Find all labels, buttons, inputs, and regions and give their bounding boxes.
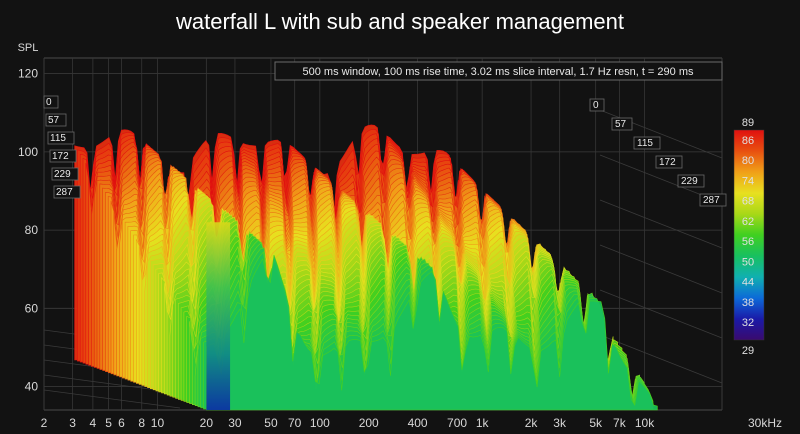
x-tick-label: 50 — [264, 416, 278, 430]
y-tick-label: 120 — [18, 67, 38, 81]
time-labels-right: 0 57 115 172 229 287 — [589, 98, 727, 207]
colorbar-label: 86 — [742, 135, 754, 147]
x-tick-label: 2 — [41, 416, 48, 430]
colorbar-label: 38 — [742, 297, 754, 309]
info-box-background — [274, 61, 723, 81]
time-label-box — [47, 131, 75, 145]
x-tick-label: 700 — [447, 416, 467, 430]
time-label-right: 287 — [703, 195, 720, 206]
y-tick-label: 40 — [25, 380, 39, 394]
time-label-box — [589, 98, 605, 112]
x-tick-label: 30kHz — [748, 416, 782, 430]
grid-depth-line — [599, 244, 723, 294]
x-tick-label: 30 — [228, 416, 242, 430]
x-tick-label: 1k — [476, 416, 490, 430]
y-axis-ticks: 40 60 80 100 120 — [18, 67, 38, 394]
time-label-right: 115 — [637, 138, 653, 149]
time-label-left: 115 — [50, 133, 66, 144]
colorbar-label: 74 — [742, 175, 754, 187]
x-tick-label: 8 — [138, 416, 145, 430]
time-label-right: 172 — [659, 157, 676, 168]
colorbar-label: 32 — [742, 317, 754, 329]
info-text: 500 ms window, 100 ms rise time, 3.02 ms… — [303, 66, 694, 78]
x-tick-label: 5 — [105, 416, 112, 430]
waterfall-slice — [206, 255, 658, 411]
colorbar-label: 29 — [742, 345, 754, 357]
time-label-box — [43, 95, 59, 109]
time-label-box — [633, 136, 661, 150]
chart-title: waterfall L with sub and speaker managem… — [175, 9, 624, 34]
x-tick-label: 20 — [200, 416, 214, 430]
time-label-box — [53, 185, 81, 199]
x-tick-label: 10 — [151, 416, 165, 430]
sub-bass-column — [206, 222, 231, 410]
colorbar-label: 89 — [742, 117, 754, 129]
time-label-box — [45, 113, 67, 127]
time-label-left: 172 — [52, 151, 69, 162]
x-tick-label: 200 — [359, 416, 379, 430]
grid-floor-line — [43, 389, 181, 409]
x-tick-label: 400 — [408, 416, 428, 430]
info-box: 500 ms window, 100 ms rise time, 3.02 ms… — [274, 61, 723, 81]
x-tick-label: 10k — [635, 416, 655, 430]
y-axis-label: SPL — [18, 42, 39, 54]
time-label-right: 229 — [681, 176, 698, 187]
time-label-left: 57 — [48, 115, 60, 126]
grid-depth-line — [599, 289, 723, 339]
y-tick-label: 80 — [25, 223, 39, 237]
colorbar-label: 50 — [742, 256, 754, 268]
x-tick-label: 5k — [589, 416, 603, 430]
time-label-left: 0 — [46, 97, 52, 108]
time-label-right: 57 — [615, 119, 627, 130]
colorbar-strip — [733, 129, 765, 341]
time-label-box — [611, 117, 633, 131]
x-tick-label: 7k — [613, 416, 627, 430]
time-label-box — [655, 155, 683, 169]
colorbar-label: 56 — [742, 236, 754, 248]
colorbar-label: 62 — [742, 216, 754, 228]
colorbar: 89 86 80 74 68 62 56 50 44 38 32 29 — [733, 117, 765, 357]
waterfall-surface — [74, 124, 658, 411]
time-label-left: 229 — [54, 169, 71, 180]
y-tick-label: 60 — [25, 301, 39, 315]
grid-depth-line — [599, 334, 723, 384]
time-label-box — [49, 149, 77, 163]
x-tick-label: 4 — [90, 416, 97, 430]
colorbar-label: 80 — [742, 155, 754, 167]
x-tick-label: 6 — [118, 416, 125, 430]
x-tick-label: 70 — [288, 416, 302, 430]
grid-depth-line — [599, 109, 723, 159]
x-tick-label: 3 — [69, 416, 76, 430]
x-tick-label: 2k — [525, 416, 539, 430]
time-labels-left: 0 57 115 172 229 287 — [43, 95, 81, 199]
time-label-right: 0 — [593, 100, 599, 111]
x-tick-label: 100 — [310, 416, 330, 430]
x-tick-label: 3k — [553, 416, 567, 430]
y-tick-label: 100 — [18, 145, 38, 159]
time-label-left: 287 — [56, 187, 73, 198]
colorbar-label: 44 — [742, 277, 754, 289]
grid-depth-line — [599, 199, 723, 249]
time-label-box — [699, 193, 727, 207]
time-label-box — [51, 167, 79, 181]
time-label-box — [677, 174, 705, 188]
x-axis-ticks: 2 3 4 5 6 8 10 20 30 50 70 100 200 400 700 1k 2k 3k 5k 7k 10… — [41, 416, 782, 430]
colorbar-label: 68 — [742, 196, 754, 208]
